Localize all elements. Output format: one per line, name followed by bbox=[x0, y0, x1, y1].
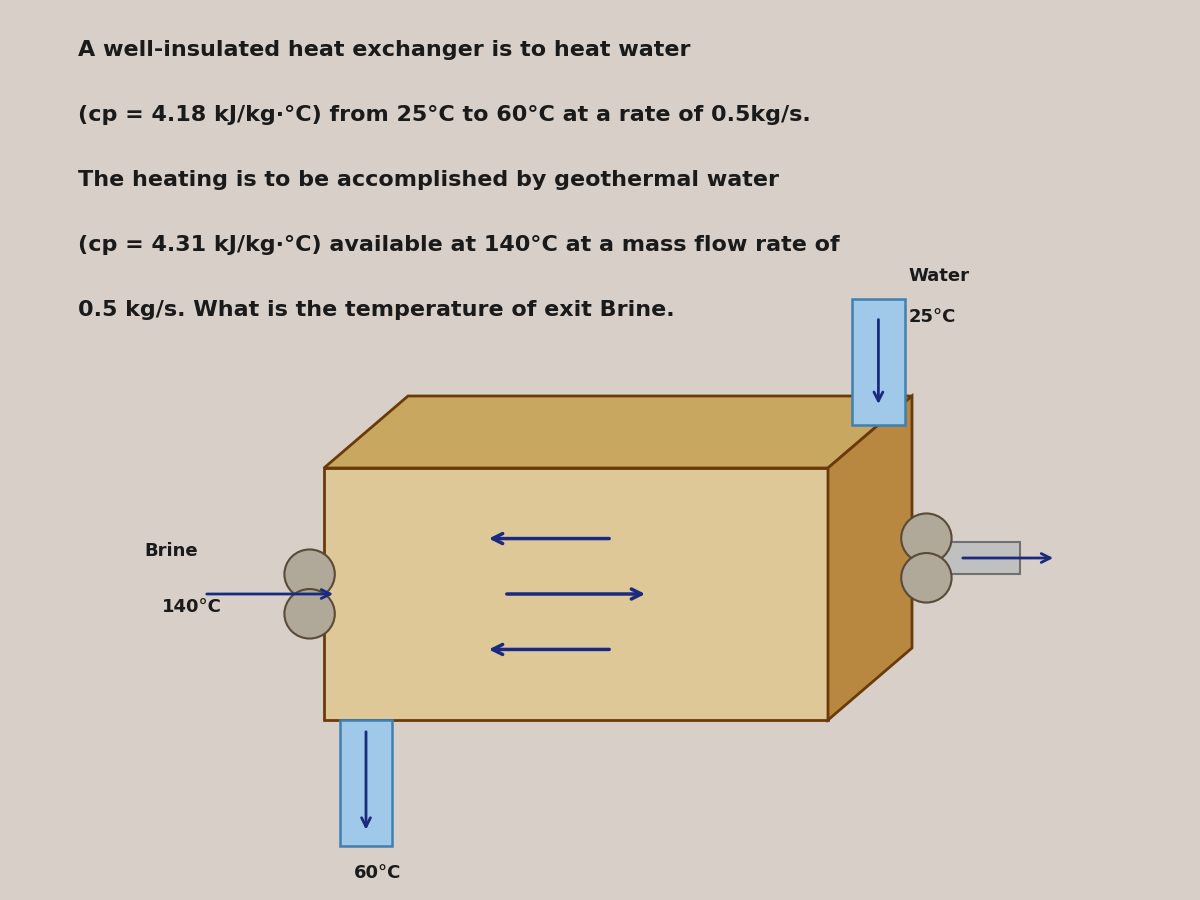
Text: Brine: Brine bbox=[144, 542, 198, 560]
Ellipse shape bbox=[901, 553, 952, 603]
Text: (cp = 4.18 kJ/kg·°C) from 25°C to 60°C at a rate of 0.5kg/s.: (cp = 4.18 kJ/kg·°C) from 25°C to 60°C a… bbox=[78, 105, 811, 125]
Text: Water: Water bbox=[908, 267, 970, 285]
Polygon shape bbox=[324, 396, 912, 468]
Text: The heating is to be accomplished by geothermal water: The heating is to be accomplished by geo… bbox=[78, 170, 779, 190]
Ellipse shape bbox=[284, 590, 335, 639]
Text: 140°C: 140°C bbox=[162, 598, 222, 616]
Bar bbox=[924, 542, 1020, 574]
Text: 25°C: 25°C bbox=[908, 308, 955, 326]
Ellipse shape bbox=[284, 549, 335, 599]
Bar bbox=[340, 720, 392, 846]
Ellipse shape bbox=[901, 513, 952, 563]
Text: A well-insulated heat exchanger is to heat water: A well-insulated heat exchanger is to he… bbox=[78, 40, 690, 60]
Bar bbox=[852, 299, 905, 425]
Polygon shape bbox=[828, 396, 912, 720]
Text: 0.5 kg/s. What is the temperature of exit Brine.: 0.5 kg/s. What is the temperature of exi… bbox=[78, 300, 674, 319]
Text: 60°C: 60°C bbox=[354, 864, 401, 882]
Polygon shape bbox=[324, 468, 828, 720]
Text: (cp = 4.31 kJ/kg·°C) available at 140°C at a mass flow rate of: (cp = 4.31 kJ/kg·°C) available at 140°C … bbox=[78, 235, 840, 255]
